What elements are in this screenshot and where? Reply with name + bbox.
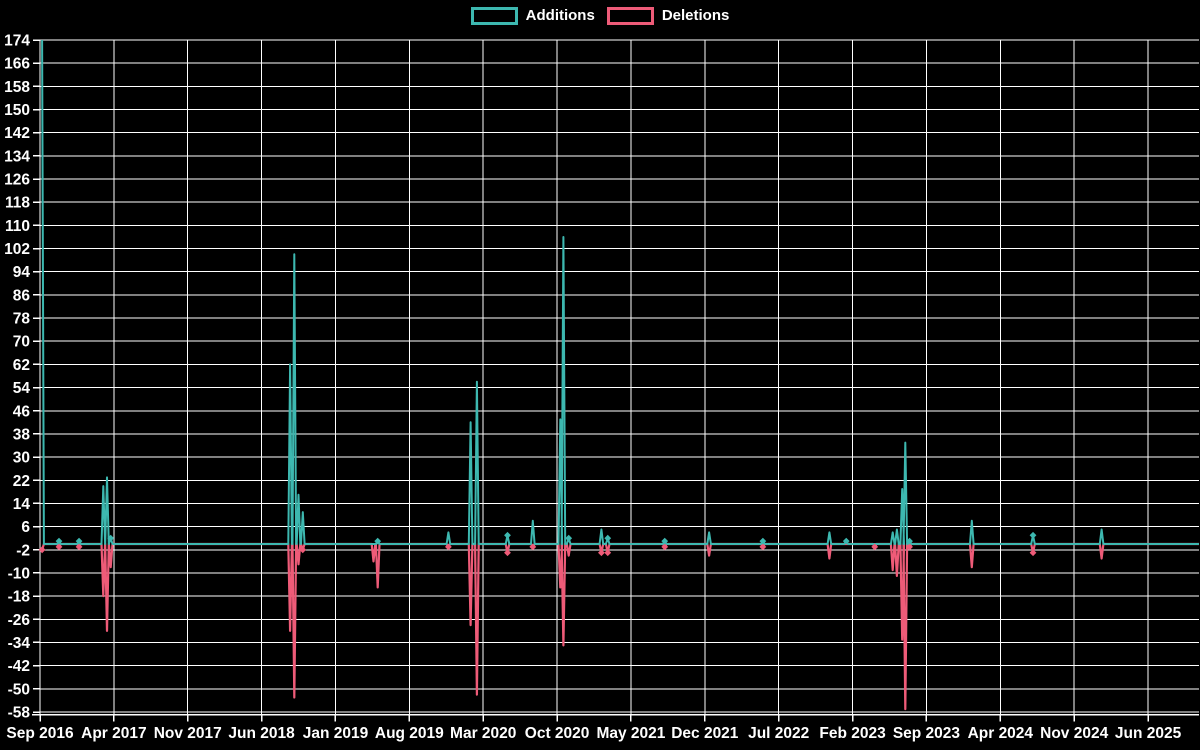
x-tick-label: Nov 2024 — [1040, 725, 1108, 742]
y-tick-label: 86 — [13, 287, 31, 304]
x-tick-label: Sep 2016 — [6, 725, 74, 742]
deletions-swatch-icon — [606, 7, 654, 25]
y-tick-label: 110 — [5, 218, 30, 235]
x-tick-label: Jan 2019 — [303, 725, 369, 742]
y-tick-label: 22 — [13, 473, 30, 490]
deletions-marker — [759, 543, 767, 551]
deletions-marker — [598, 549, 605, 557]
y-tick-label: -50 — [8, 681, 30, 698]
y-tick-label: 30 — [13, 450, 30, 467]
x-tick-label: Apr 2024 — [968, 725, 1034, 742]
additions-marker — [107, 534, 115, 542]
y-tick-label: -18 — [8, 589, 31, 606]
deletions-marker — [75, 543, 83, 551]
y-tick-label: 118 — [5, 195, 30, 212]
additions-marker — [75, 537, 83, 545]
legend-label-additions: Additions — [525, 7, 595, 24]
legend-item-additions[interactable]: Additions — [470, 7, 595, 25]
y-tick-label: 70 — [13, 334, 30, 351]
additions-marker — [55, 537, 63, 545]
y-tick-label: 14 — [13, 496, 31, 513]
y-tick-label: 54 — [13, 380, 31, 397]
y-tick-label: 142 — [4, 125, 30, 142]
additions-marker — [842, 537, 850, 545]
additions-marker — [374, 537, 382, 545]
deletions-line — [41, 542, 1199, 711]
additions-marker — [759, 537, 767, 545]
additions-swatch-icon — [470, 7, 518, 25]
x-tick-label: Jul 2022 — [748, 725, 809, 742]
additions-marker — [906, 537, 913, 545]
additions-line — [41, 39, 1199, 545]
y-tick-label: 94 — [13, 264, 31, 281]
x-tick-label: Dec 2021 — [671, 725, 739, 742]
legend-label-deletions: Deletions — [661, 7, 730, 24]
x-tick-label: May 2021 — [596, 725, 665, 742]
y-tick-label: -34 — [8, 635, 31, 652]
y-tick-label: 46 — [13, 403, 31, 420]
x-tick-label: Sep 2023 — [893, 725, 961, 742]
x-tick-label: Jun 2025 — [1115, 725, 1182, 742]
x-tick-label: Oct 2020 — [525, 725, 590, 742]
deletions-marker — [504, 549, 511, 557]
deletions-marker — [604, 549, 612, 557]
y-tick-label: -10 — [8, 565, 30, 582]
deletions-marker — [906, 543, 913, 551]
x-tick-label: Nov 2017 — [154, 725, 222, 742]
legend-item-deletions[interactable]: Deletions — [606, 7, 730, 25]
y-tick-label: -2 — [16, 542, 30, 559]
y-tick-label: 62 — [13, 357, 30, 374]
additions-marker — [504, 531, 511, 539]
deletions-marker — [38, 546, 46, 554]
y-tick-label: 38 — [13, 426, 31, 443]
deletions-marker — [55, 543, 63, 551]
additions-marker — [1029, 531, 1037, 539]
deletions-marker — [299, 546, 307, 554]
y-tick-label: 6 — [21, 519, 30, 536]
deletions-marker — [529, 543, 537, 551]
y-tick-label: -26 — [8, 612, 31, 629]
x-tick-label: Feb 2023 — [819, 725, 886, 742]
x-tick-label: Apr 2017 — [81, 725, 146, 742]
y-tick-label: 150 — [4, 102, 30, 119]
additions-marker — [565, 534, 573, 542]
y-tick-label: 78 — [13, 311, 31, 328]
chart-legend: Additions Deletions — [0, 7, 1200, 25]
deletions-marker — [871, 543, 879, 551]
x-tick-label: Aug 2019 — [375, 725, 444, 742]
x-tick-label: Jun 2018 — [228, 725, 295, 742]
y-tick-label: 174 — [4, 33, 30, 50]
additions-marker — [661, 537, 669, 545]
y-tick-label: 126 — [4, 172, 30, 189]
deletions-marker — [1029, 549, 1037, 557]
x-tick-label: Mar 2020 — [450, 725, 516, 742]
y-tick-label: 166 — [4, 56, 30, 73]
y-tick-label: 158 — [4, 79, 30, 96]
y-tick-label: -42 — [8, 658, 30, 675]
y-tick-label: 102 — [4, 241, 30, 258]
deletions-marker — [444, 543, 452, 551]
deletions-marker — [661, 543, 669, 551]
y-tick-label: -58 — [8, 705, 31, 722]
y-tick-label: 134 — [4, 148, 30, 165]
additions-marker — [604, 534, 612, 542]
